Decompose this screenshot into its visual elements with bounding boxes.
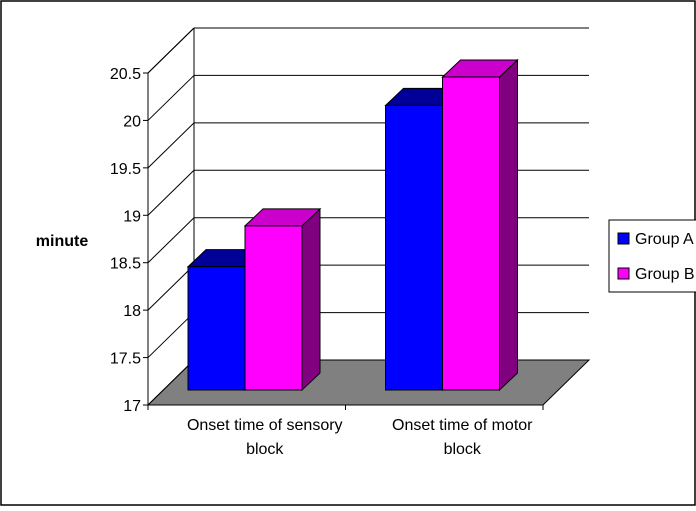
gridline-side: [147, 122, 195, 169]
legend: Group A Group B: [608, 219, 696, 293]
bar-group-a-0: [187, 266, 246, 391]
gridline-side: [147, 27, 195, 74]
y-tick-label: 17.5: [110, 351, 141, 368]
y-tick-label: 20.5: [110, 66, 141, 83]
y-tick-label: 18: [123, 303, 141, 320]
bar-group-b-0: [244, 225, 303, 391]
bar-side-group-b-0: [301, 207, 321, 392]
gridline-side: [147, 359, 195, 406]
gridline-side: [147, 169, 195, 216]
legend-box: [608, 219, 696, 293]
legend-swatch-group-b: [617, 267, 630, 280]
y-tick-label: 19: [123, 208, 141, 225]
bar-group-a-1: [385, 104, 443, 391]
y-axis-label: minute: [36, 233, 89, 250]
y-tick-label: 18.5: [110, 256, 141, 273]
bar-group-b-1: [442, 76, 500, 391]
x-category-label-line: Onset time of motor: [392, 417, 533, 434]
x-category-label: Onset time of sensory block: [187, 417, 343, 458]
bar-side-group-b-1: [499, 58, 518, 392]
legend-swatch-group-a: [617, 232, 630, 245]
x-category-label: Onset time of motor block: [392, 417, 533, 458]
y-tick-label: 17: [123, 398, 141, 415]
gridline-side: [147, 264, 195, 311]
gridline-side: [147, 75, 195, 121]
y-tick-label: 19.5: [110, 161, 141, 178]
y-tick-labels: 17 17.5 18 18.5 19 19.5 20 20.5: [110, 66, 141, 415]
bars: [186, 58, 519, 392]
gridline-side: [147, 217, 195, 264]
y-tick-label: 20: [123, 113, 141, 130]
x-category-label-line: block: [444, 441, 482, 458]
x-category-label-line: block: [246, 441, 284, 458]
x-category-label-line: Onset time of sensory: [187, 417, 343, 434]
legend-label-group-b: Group B: [635, 266, 695, 283]
gridline-side: [147, 312, 195, 358]
legend-label-group-a: Group A: [635, 231, 694, 248]
